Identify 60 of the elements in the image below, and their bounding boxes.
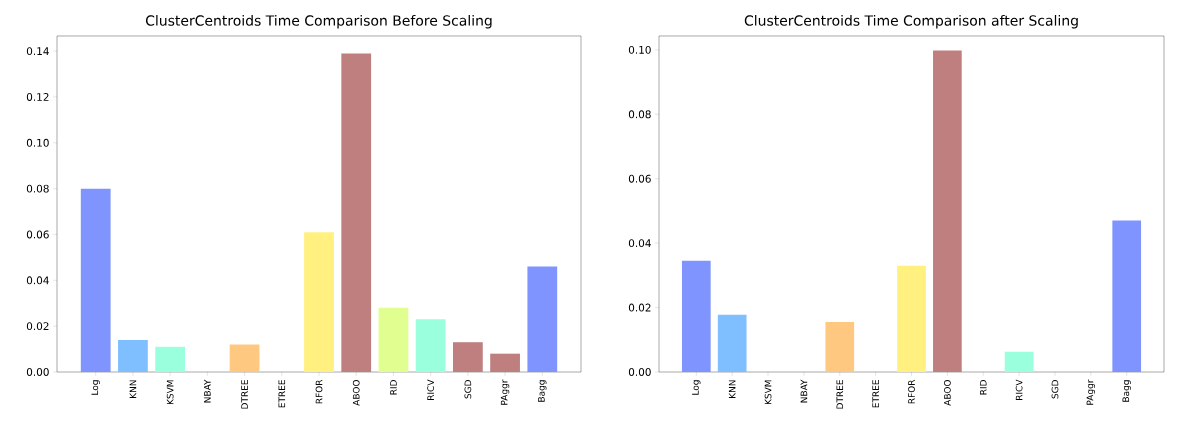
x-tick-label: ETREE <box>278 380 286 408</box>
y-tick-label: 0.02 <box>628 303 651 312</box>
x-tick-label: ABOO <box>943 380 951 406</box>
bar <box>304 232 334 372</box>
y-tick-label: 0.02 <box>26 322 49 331</box>
bar <box>118 339 148 372</box>
x-tick-label: KNN <box>129 380 137 398</box>
bar <box>80 188 111 372</box>
bar <box>825 322 855 372</box>
y-tick-label: 0.12 <box>26 93 49 101</box>
x-tick-label: Bagg <box>538 380 547 402</box>
x-tick-label: RID <box>979 380 987 395</box>
bar <box>717 314 747 372</box>
bar <box>1112 220 1142 372</box>
bar <box>681 260 711 372</box>
y-tick-label: 0.06 <box>26 230 49 239</box>
x-tick-label: NBAY <box>204 379 211 403</box>
x-tick-label: KSVM <box>166 380 174 405</box>
bar <box>527 266 558 372</box>
x-tick-label: PAggr <box>500 379 510 405</box>
x-tick-label: DTREE <box>836 380 844 409</box>
bar <box>341 53 372 372</box>
bar <box>490 353 520 372</box>
bar <box>933 50 962 372</box>
bar <box>452 342 483 372</box>
x-tick-label: Bagg <box>1122 380 1131 402</box>
y-tick-label: 0.00 <box>26 368 49 376</box>
x-tick-label: Log <box>692 380 701 395</box>
y-tick-label: 0.10 <box>26 138 49 147</box>
x-tick-label: ETREE <box>872 380 879 408</box>
bar <box>897 265 926 372</box>
x-tick-label: KNN <box>728 380 736 398</box>
bar <box>378 307 409 372</box>
y-tick-label: 0.04 <box>26 276 49 285</box>
bar <box>1004 351 1034 372</box>
x-tick-label: DTREE <box>241 380 248 409</box>
chart-title: ClusterCentroids Time Comparison Before Scaling <box>145 15 492 29</box>
bar <box>229 344 260 372</box>
y-tick-label: 0.08 <box>26 184 49 193</box>
x-tick-label: KSVM <box>764 380 772 405</box>
bar <box>155 346 186 372</box>
x-tick-label: PAggr <box>1086 379 1096 405</box>
x-tick-label: RID <box>390 380 397 395</box>
bar <box>415 319 446 372</box>
x-tick-label: NBAY <box>800 379 808 403</box>
y-tick-label: 0.10 <box>628 45 651 54</box>
y-tick-label: 0.00 <box>628 368 651 376</box>
y-tick-label: 0.04 <box>628 239 651 248</box>
x-tick-label: SGD <box>464 380 472 399</box>
x-tick-label: RFOR <box>908 379 915 404</box>
x-tick-label: RICV <box>1015 379 1023 400</box>
x-tick-label: ABOO <box>352 380 360 406</box>
x-tick-label: RICV <box>427 379 435 400</box>
x-tick-label: SGD <box>1051 380 1059 399</box>
y-tick-label: 0.08 <box>628 110 651 119</box>
y-tick-label: 0.14 <box>26 47 49 56</box>
y-tick-label: 0.06 <box>628 174 651 183</box>
x-tick-label: Log <box>91 380 100 395</box>
chart-title: ClusterCentroids Time Comparison after Scaling <box>744 15 1078 29</box>
x-tick-label: RFOR <box>315 379 323 404</box>
